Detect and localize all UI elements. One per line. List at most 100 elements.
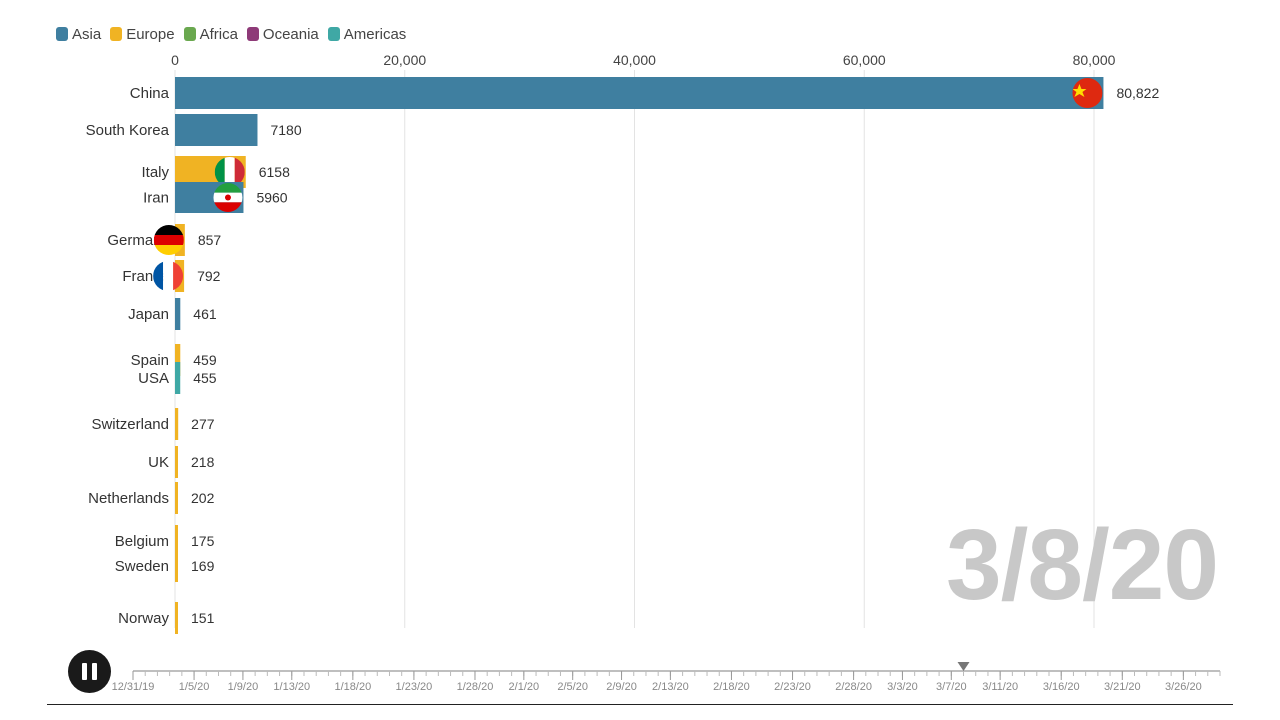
legend-swatch xyxy=(327,27,340,41)
legend-swatch xyxy=(110,27,123,41)
bar xyxy=(175,482,178,514)
bar-group-south-korea: South Korea 7180 xyxy=(86,114,302,146)
legend-item-africa[interactable]: Africa xyxy=(183,25,238,43)
bar xyxy=(175,408,179,440)
x-tick-label: 0 xyxy=(171,52,179,68)
bars: China 80,822 South Korea 7180 Italy 6158 Iran 5… xyxy=(86,77,1159,634)
timeline-date-label: 2/1/20 xyxy=(509,681,540,693)
pause-icon xyxy=(82,663,87,680)
category-label: China xyxy=(130,85,170,102)
legend: Asia Europe Africa Oceania Americas xyxy=(56,24,415,44)
italy-flag-icon xyxy=(214,157,245,187)
bar-group-japan: Japan 461 xyxy=(128,298,217,330)
timeline-date-label: 1/9/20 xyxy=(228,681,259,693)
timeline-labels: 12/31/19 1/5/20 1/9/20 1/13/20 1/18/20 1/23/2… xyxy=(112,681,1202,693)
category-label: Netherlands xyxy=(88,490,169,507)
legend-item-europe[interactable]: Europe xyxy=(110,25,175,43)
legend-label: Americas xyxy=(343,25,407,43)
category-label: Italy xyxy=(141,164,169,181)
x-tick-label: 40,000 xyxy=(613,52,656,68)
bar xyxy=(175,298,181,330)
bar xyxy=(175,525,178,557)
bar-group-sweden: Sweden 169 xyxy=(115,550,215,582)
timeline-date-label: 1/5/20 xyxy=(179,681,210,693)
pause-icon-bar xyxy=(92,663,97,680)
bar xyxy=(175,77,1104,109)
timeline-date-label: 2/13/20 xyxy=(652,681,689,693)
bar-group-france: France 792 xyxy=(122,260,221,292)
legend-item-asia[interactable]: Asia xyxy=(56,26,101,43)
bar-group-iran: Iran 5960 xyxy=(143,182,288,213)
value-label: 459 xyxy=(193,352,217,368)
bar-group-usa: USA 455 xyxy=(138,362,217,394)
bar xyxy=(175,114,258,146)
legend-label: Africa xyxy=(199,25,238,43)
value-label: 218 xyxy=(191,454,215,470)
bar xyxy=(175,362,181,394)
value-label: 6158 xyxy=(259,164,290,180)
bar-group-norway: Norway 151 xyxy=(118,602,215,634)
legend-label: Europe xyxy=(126,25,175,43)
category-label: Belgium xyxy=(115,533,169,550)
category-label: South Korea xyxy=(86,122,170,139)
legend-swatch xyxy=(56,27,68,41)
timeline-date-label: 1/23/20 xyxy=(396,681,433,693)
category-label: Sweden xyxy=(115,558,169,575)
timeline-date-label: 2/23/20 xyxy=(774,681,811,693)
bottom-rule xyxy=(47,704,1233,705)
timeline-date-label: 12/31/19 xyxy=(112,681,155,693)
bar-group-germany: Germany 857 xyxy=(107,224,221,256)
timeline-date-label: 1/28/20 xyxy=(457,681,494,693)
category-label: Norway xyxy=(118,610,169,627)
value-label: 202 xyxy=(191,490,215,506)
bar xyxy=(175,344,181,376)
value-label: 857 xyxy=(198,232,222,248)
category-label: UK xyxy=(148,454,169,471)
category-label: Germany xyxy=(107,232,169,249)
value-label: 169 xyxy=(191,558,215,574)
timeline-handle[interactable] xyxy=(957,662,970,671)
value-label: 175 xyxy=(191,533,215,549)
value-label: 5960 xyxy=(256,190,287,206)
germany-flag-icon xyxy=(153,225,184,255)
current-date-stamp: 3/8/20 xyxy=(945,509,1219,621)
bar-group-switzerland: Switzerland 277 xyxy=(91,408,215,440)
timeline-date-label: 3/16/20 xyxy=(1043,681,1080,693)
x-tick-label: 60,000 xyxy=(843,52,886,68)
category-label: Japan xyxy=(128,306,169,323)
pause-button[interactable] xyxy=(68,650,111,693)
value-label: 455 xyxy=(193,370,217,386)
bar-group-china: China 80,822 xyxy=(130,77,1159,109)
timeline-date-label: 2/28/20 xyxy=(835,681,872,693)
timeline-date-label: 2/5/20 xyxy=(557,681,588,693)
value-label: 792 xyxy=(197,268,221,284)
legend-swatch xyxy=(183,27,196,41)
legend-swatch xyxy=(246,27,259,41)
timeline-date-label: 2/18/20 xyxy=(713,681,750,693)
x-tick-label: 20,000 xyxy=(383,52,426,68)
china-flag-icon xyxy=(1072,78,1103,108)
legend-label: Oceania xyxy=(262,25,319,43)
bar-chart: 0 20,000 40,000 60,000 80,000 China 80,822 Sou… xyxy=(86,52,1159,634)
x-axis-ticks: 0 20,000 40,000 60,000 80,000 xyxy=(171,52,1116,68)
value-label: 151 xyxy=(191,610,215,626)
legend-item-americas[interactable]: Americas xyxy=(327,25,407,43)
value-label: 461 xyxy=(193,306,217,322)
category-label: Spain xyxy=(131,352,169,369)
x-tick-label: 80,000 xyxy=(1073,52,1116,68)
iran-flag-icon xyxy=(213,183,243,212)
value-label: 80,822 xyxy=(1116,85,1159,101)
value-label: 277 xyxy=(191,416,215,432)
timeline-date-label: 3/21/20 xyxy=(1104,681,1141,693)
legend-item-oceania[interactable]: Oceania xyxy=(246,25,319,43)
timeline-date-label: 3/7/20 xyxy=(936,681,967,693)
timeline-date-label: 3/11/20 xyxy=(982,681,1018,693)
timeline-date-label: 2/9/20 xyxy=(606,681,637,693)
bar xyxy=(175,446,178,478)
bar-group-belgium: Belgium 175 xyxy=(115,525,215,557)
bar-group-spain: Spain 459 xyxy=(131,344,217,376)
value-label: 7180 xyxy=(270,122,301,138)
timeline-ticks xyxy=(132,671,1221,680)
category-label: Iran xyxy=(143,190,169,207)
